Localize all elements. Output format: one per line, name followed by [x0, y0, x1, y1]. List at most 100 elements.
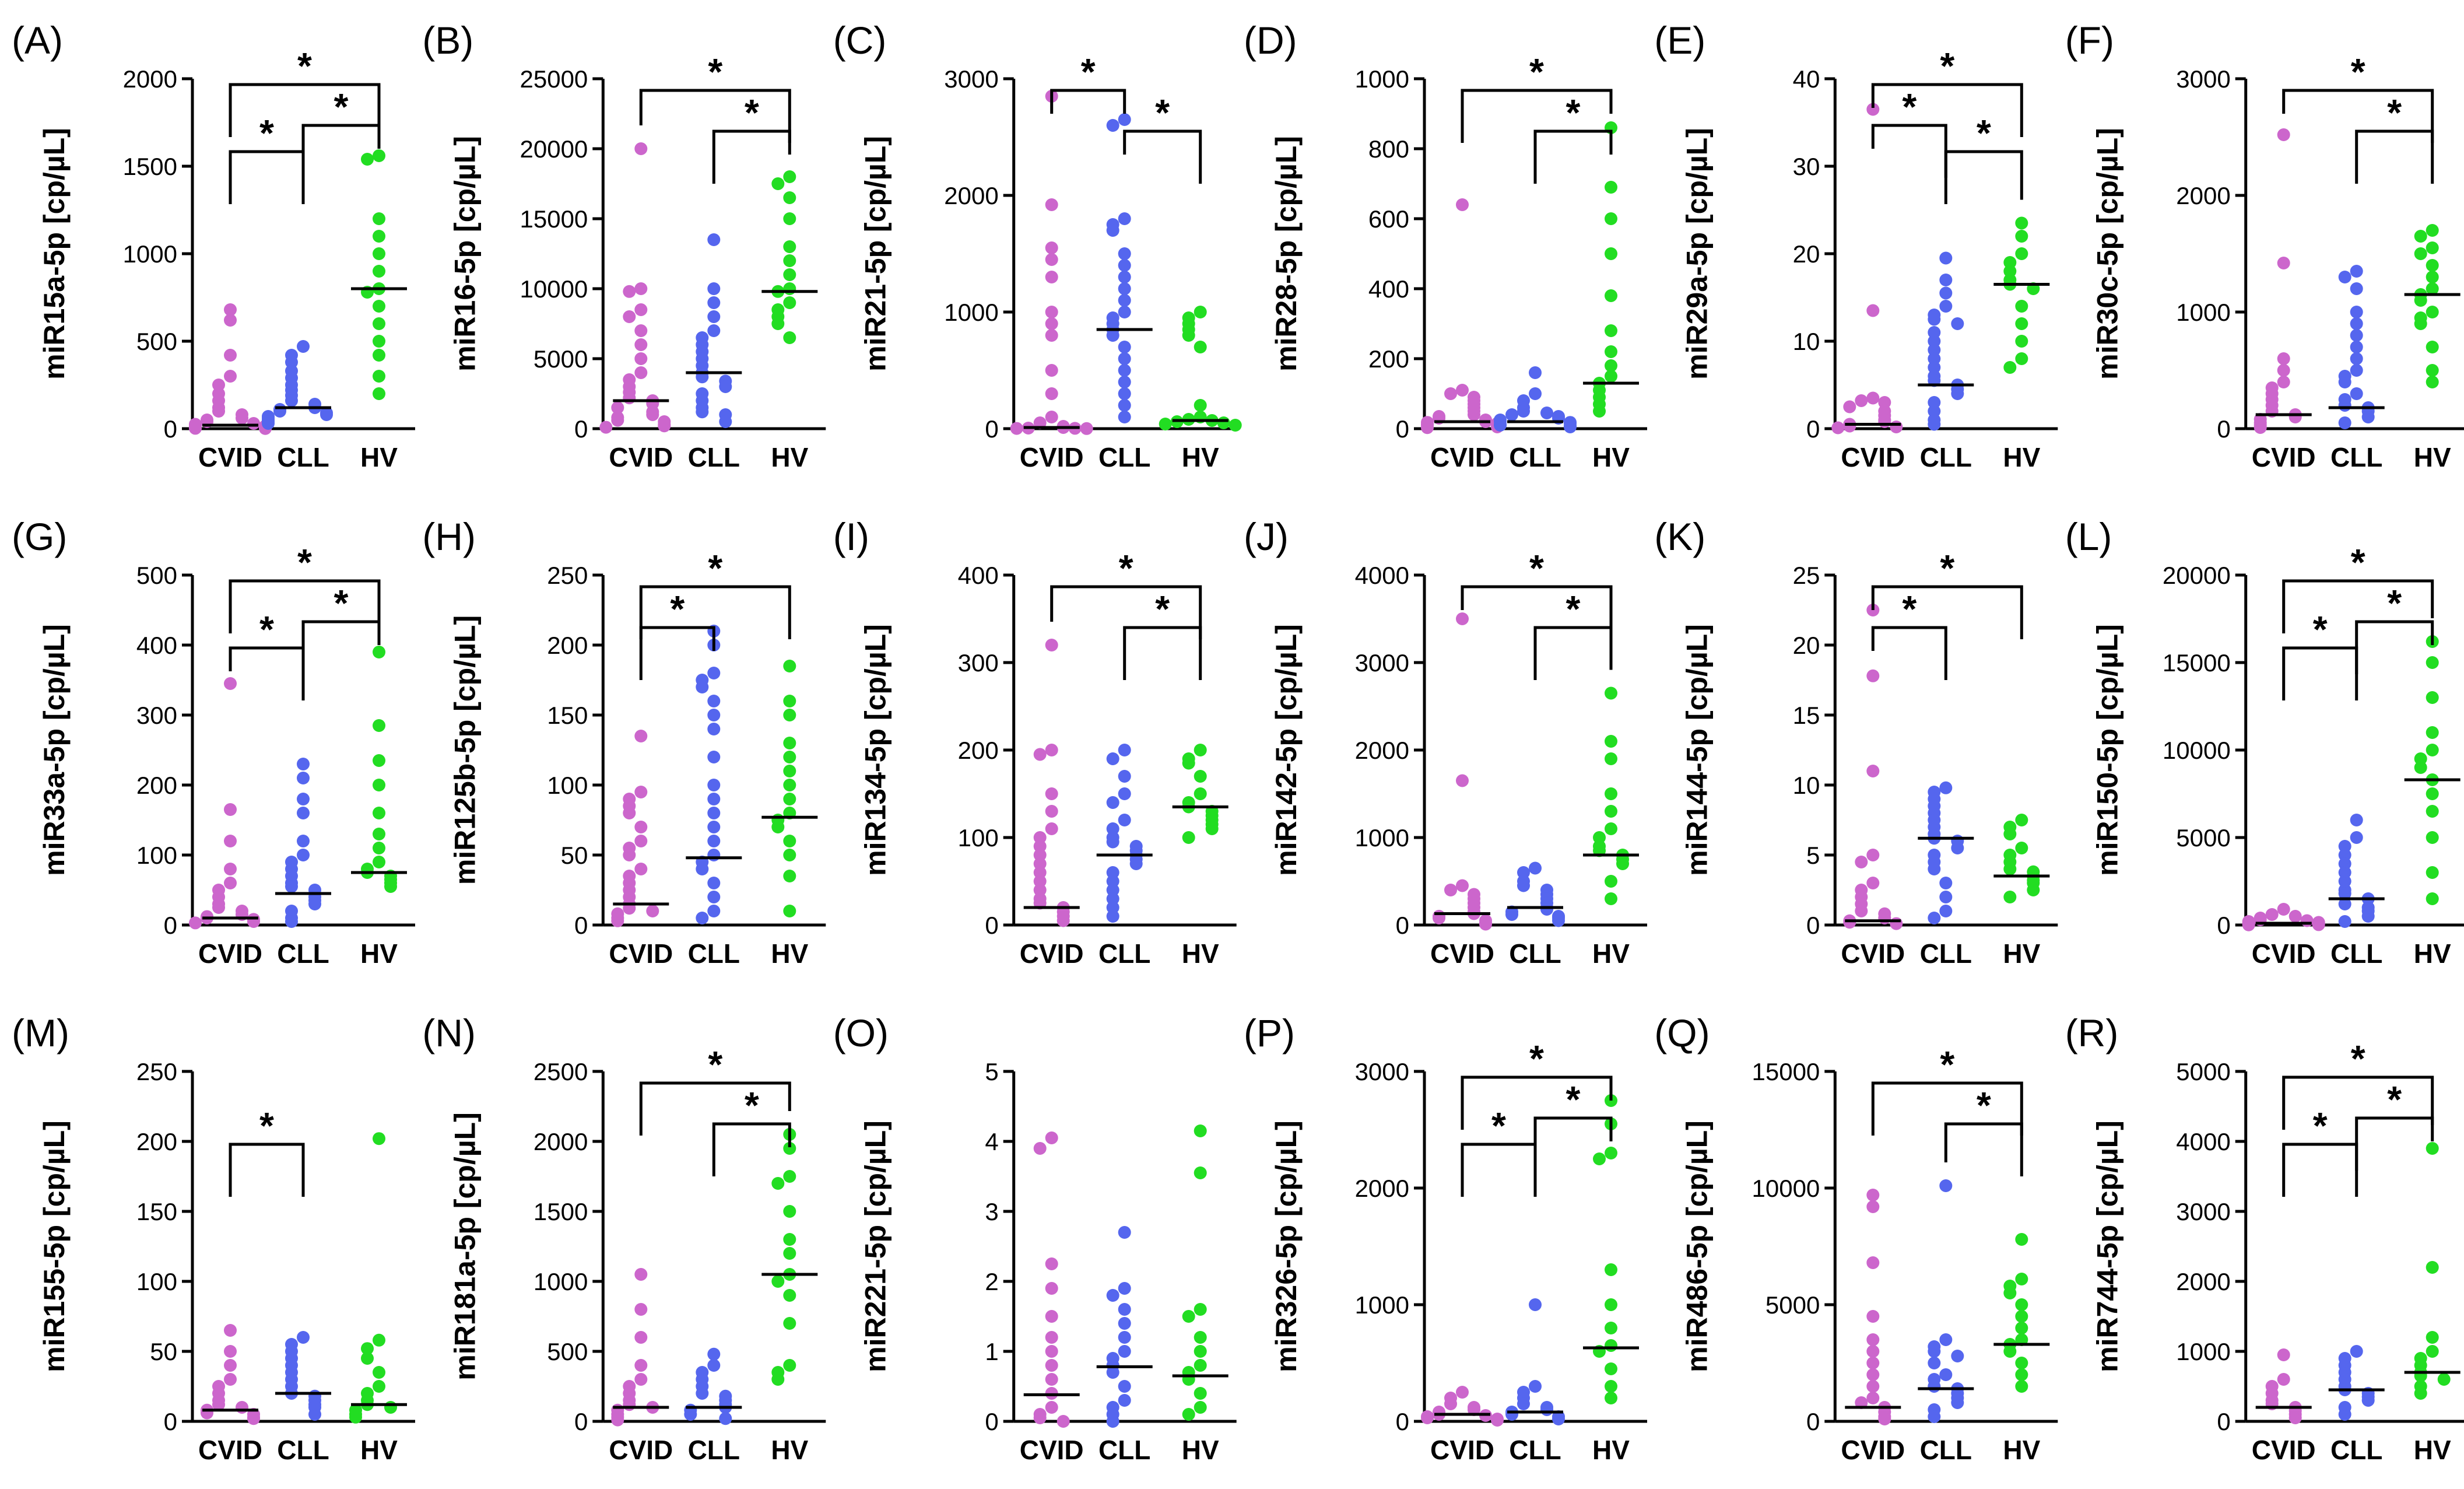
panel-label: (F) — [2065, 19, 2114, 62]
data-point-cll — [1517, 1397, 1530, 1410]
data-point-hv — [1194, 770, 1207, 783]
data-point-hv — [373, 719, 385, 732]
significance-star: * — [1940, 1043, 1954, 1085]
data-point-cvid — [611, 414, 624, 427]
data-point-hv — [783, 240, 796, 253]
data-point-hv — [1605, 735, 1617, 748]
y-tick-label: 2500 — [533, 1058, 588, 1085]
data-point-cll — [1106, 329, 1119, 342]
y-axis-label: miR221-5p [cp/µL] — [859, 1120, 892, 1372]
category-label: HV — [360, 442, 398, 472]
y-tick-label: 2000 — [533, 1128, 588, 1155]
data-point-cll — [1118, 113, 1131, 126]
data-point-cvid — [646, 905, 659, 917]
data-point-cll — [707, 905, 721, 917]
data-point-hv — [373, 807, 385, 819]
data-point-hv — [783, 1317, 796, 1330]
data-point-hv — [2015, 1310, 2028, 1323]
data-point-cvid — [224, 1324, 237, 1337]
data-point-cll — [1118, 399, 1131, 412]
data-point-hv — [373, 247, 385, 260]
significance-star: * — [745, 92, 759, 134]
data-point-hv — [1605, 752, 1617, 765]
significance-star: * — [259, 608, 274, 650]
data-point-cll — [2361, 910, 2375, 923]
category-label: HV — [771, 1435, 808, 1465]
data-point-cvid — [611, 914, 624, 927]
data-point-hv — [373, 230, 385, 243]
significance-star: * — [1119, 547, 1133, 589]
data-point-cvid — [1045, 805, 1058, 818]
data-point-cll — [1118, 341, 1131, 353]
data-point-cll — [707, 310, 721, 323]
category-label: HV — [360, 938, 398, 969]
data-point-hv — [373, 300, 385, 313]
data-point-hv — [1194, 341, 1207, 353]
significance-star: * — [1491, 1105, 1506, 1147]
panel-j: (J) 0 1000 2000 3000 4000 miR142-5p [cp/µL] CVI… — [1244, 515, 1647, 969]
data-point-cvid — [2300, 914, 2314, 927]
data-point-cvid — [634, 863, 648, 875]
y-tick-label: 20000 — [520, 135, 588, 163]
panel-label: (G) — [12, 515, 67, 558]
data-point-cvid — [634, 1331, 648, 1344]
data-point-hv — [783, 1247, 796, 1260]
y-tick-label: 0 — [985, 415, 998, 443]
data-point-cvid — [623, 310, 636, 323]
category-label: CVID — [198, 938, 262, 969]
data-point-hv — [1182, 1408, 1195, 1421]
y-tick-label: 4000 — [2176, 1128, 2230, 1155]
data-point-cvid — [224, 1373, 237, 1386]
data-point-cvid — [1056, 914, 1070, 927]
data-point-cll — [2350, 831, 2363, 844]
significance-bracket — [712, 1122, 791, 1176]
significance-star: * — [708, 51, 722, 93]
data-point-hv — [1229, 419, 1242, 432]
y-axis-label: miR29a-5p [cp/µL] — [1680, 128, 1713, 380]
data-point-cll — [1552, 914, 1565, 927]
significance-star: * — [1081, 51, 1096, 93]
y-tick-label: 4 — [985, 1128, 998, 1155]
y-tick-label: 1000 — [1355, 824, 1409, 852]
data-point-cvid — [1855, 394, 1868, 407]
data-point-cll — [1106, 796, 1119, 809]
significance-star: * — [1940, 547, 1954, 589]
significance-bracket — [1871, 626, 1947, 680]
significance-bracket — [1871, 124, 1947, 178]
category-label: HV — [771, 442, 808, 472]
panel-e: (E) 0 10 20 30 40 miR29a-5p [cp/µL] CVID CLL HV * *… — [1654, 19, 2058, 472]
data-point-hv — [783, 1289, 796, 1302]
data-point-cvid — [224, 803, 237, 816]
category-label: HV — [2414, 442, 2451, 472]
y-tick-label: 10000 — [520, 275, 588, 303]
data-point-hv — [1205, 822, 1219, 835]
data-point-hv — [783, 212, 796, 225]
data-point-cll — [707, 751, 721, 763]
panel-l: (L) 0 5000 10000 15000 20000 miR150-5p [cp/µL]… — [2065, 515, 2464, 969]
data-point-cll — [1517, 405, 1530, 418]
panel-label: (E) — [1654, 19, 1705, 62]
data-point-hv — [373, 387, 385, 400]
data-point-cll — [707, 296, 721, 309]
y-tick-label: 2000 — [2176, 1268, 2230, 1295]
panel-label: (O) — [833, 1011, 889, 1054]
data-point-cll — [1939, 781, 1953, 794]
data-point-hv — [783, 331, 796, 344]
data-point-cvid — [1890, 917, 1903, 930]
category-label: CVID — [198, 1435, 262, 1465]
y-tick-label: 10000 — [1752, 1175, 1820, 1202]
data-point-cvid — [1045, 822, 1058, 835]
data-point-cvid — [1456, 198, 1469, 211]
data-point-cvid — [634, 338, 648, 351]
data-point-cvid — [1045, 639, 1058, 651]
data-point-cll — [2350, 814, 2363, 826]
panel-n: (N) 0 500 1000 1500 2000 2500 miR181a-5p [cp/µL… — [422, 1011, 826, 1465]
data-point-cll — [2350, 282, 2363, 295]
data-point-hv — [373, 317, 385, 330]
category-label: HV — [1182, 938, 1219, 969]
significance-bracket — [229, 646, 305, 700]
significance-bracket — [1871, 1081, 2023, 1136]
data-point-cvid — [1045, 317, 1058, 330]
data-point-hv — [2426, 656, 2439, 669]
category-label: CLL — [277, 1435, 329, 1465]
